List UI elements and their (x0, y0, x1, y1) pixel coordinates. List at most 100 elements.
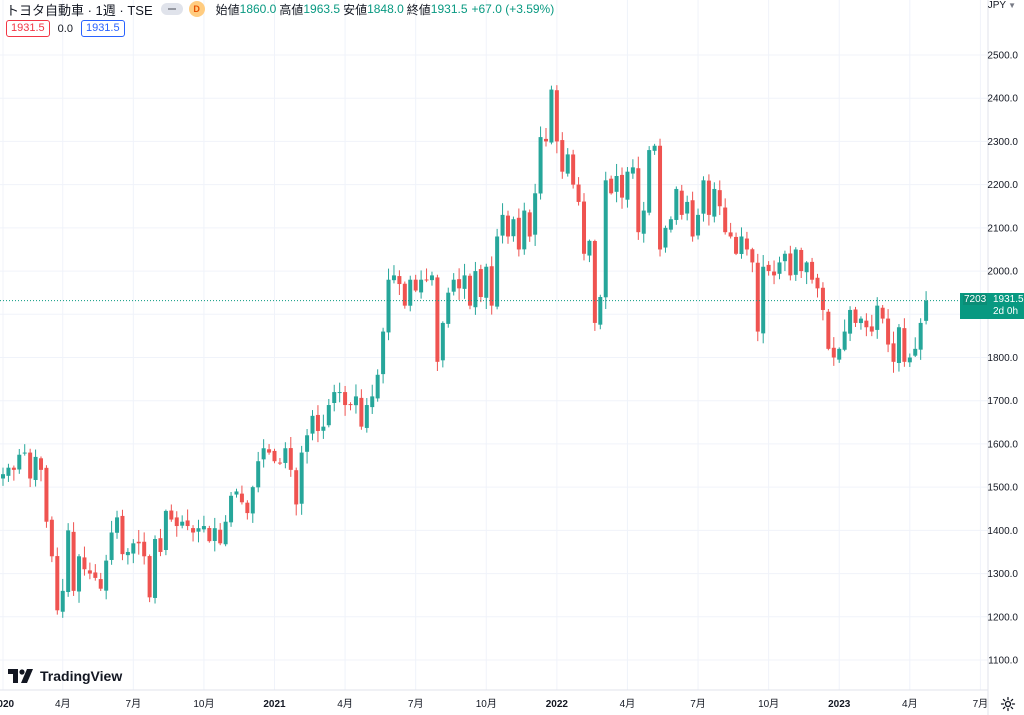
candle (875, 297, 880, 339)
interval-badge: D (188, 1, 205, 17)
candle (142, 532, 147, 565)
y-tick-label: 1200.0 (987, 612, 1018, 623)
candle (169, 504, 174, 522)
bar-countdown: 2d 0h (993, 306, 1019, 317)
candle (115, 510, 120, 539)
candle (321, 414, 326, 439)
candle (191, 525, 196, 542)
candle (820, 282, 825, 321)
y-tick-label: 2200.0 (987, 180, 1018, 191)
candle (315, 405, 320, 443)
candle (440, 321, 445, 368)
candle (22, 444, 27, 456)
candle (39, 456, 44, 482)
candle (28, 448, 33, 488)
candle (837, 347, 842, 363)
candle (359, 389, 364, 430)
candle (201, 515, 206, 533)
candle (11, 465, 16, 481)
candle (560, 132, 565, 179)
candle (842, 319, 847, 352)
candle (234, 488, 239, 498)
high-value: 1963.5 (303, 2, 341, 16)
candle (826, 308, 831, 351)
open-value: 1860.0 (239, 2, 277, 16)
candle (196, 519, 201, 543)
sell-button[interactable]: 1931.5 (6, 20, 50, 37)
candle (93, 564, 98, 581)
time-axis[interactable]: 2020 4月 7月 10月 2021 4月 7月 10月 2022 4月 7月 10月 2023 4月 7… (0, 698, 988, 710)
candle (848, 306, 853, 342)
candle (261, 439, 266, 468)
candle (592, 239, 597, 331)
candle (446, 287, 451, 328)
candle (544, 128, 548, 147)
candle (582, 193, 587, 261)
candle (272, 448, 277, 464)
candle (907, 353, 912, 367)
candle (717, 180, 722, 216)
candle (98, 572, 103, 591)
last-price-value: 1931.5 (993, 294, 1024, 305)
symbol-title[interactable]: トヨタ自動車 · 1週 · TSE (6, 2, 153, 18)
candle (87, 562, 92, 580)
candle (663, 225, 668, 253)
candle (343, 385, 348, 416)
candle (793, 247, 798, 281)
candle (598, 294, 603, 330)
candle (744, 231, 749, 256)
y-tick-label: 1700.0 (987, 396, 1018, 407)
candle (229, 492, 234, 527)
candle (457, 268, 462, 300)
y-tick-label: 1600.0 (987, 439, 1018, 450)
candle (364, 398, 369, 433)
candle (33, 449, 38, 487)
candle (223, 515, 228, 547)
candle (522, 202, 527, 255)
close-value: 1931.5 (430, 2, 468, 16)
candle (125, 548, 130, 565)
candle (788, 245, 793, 281)
candle (55, 547, 60, 615)
candle (60, 578, 65, 618)
candle (332, 384, 337, 412)
currency-label: JPY (987, 0, 1007, 11)
currency-selector[interactable]: JPY ▼ (988, 0, 1016, 11)
candle (66, 523, 71, 597)
candle (500, 203, 505, 244)
candle (831, 337, 836, 366)
legend-menu-icon[interactable] (160, 3, 183, 15)
candle (706, 174, 711, 226)
candle (647, 146, 652, 216)
candle (104, 554, 109, 600)
candle (815, 273, 820, 298)
x-tick-label: 7月 (408, 698, 424, 710)
candle (451, 273, 456, 296)
y-tick-label: 2000.0 (987, 267, 1018, 278)
candle (288, 436, 293, 477)
low-label: 安値 (343, 2, 368, 17)
buy-button[interactable]: 1931.5 (80, 20, 125, 37)
candle (652, 143, 657, 155)
buy-sell-panel: 1931.5 0.0 1931.5 (6, 20, 125, 37)
tradingview-logo[interactable]: TradingView (8, 668, 122, 684)
candle (668, 216, 673, 233)
candle (810, 257, 815, 284)
candle (641, 201, 646, 243)
last-price-symbol: 7203 (963, 294, 988, 305)
candle (218, 523, 223, 546)
candle (565, 148, 570, 177)
candle (495, 228, 500, 310)
candle (294, 467, 299, 516)
x-tick-label: 4月 (337, 698, 353, 710)
candle (408, 275, 413, 312)
gear-icon[interactable] (1000, 696, 1016, 712)
price-axis[interactable]: 1100.0 1200.0 1300.0 1400.0 1500.0 1600.0 1700… (987, 51, 1018, 667)
candle (918, 318, 923, 360)
candle (283, 442, 288, 469)
candle (750, 247, 755, 273)
candle (239, 485, 244, 505)
y-tick-label: 1400.0 (987, 526, 1018, 537)
candle (630, 159, 635, 179)
